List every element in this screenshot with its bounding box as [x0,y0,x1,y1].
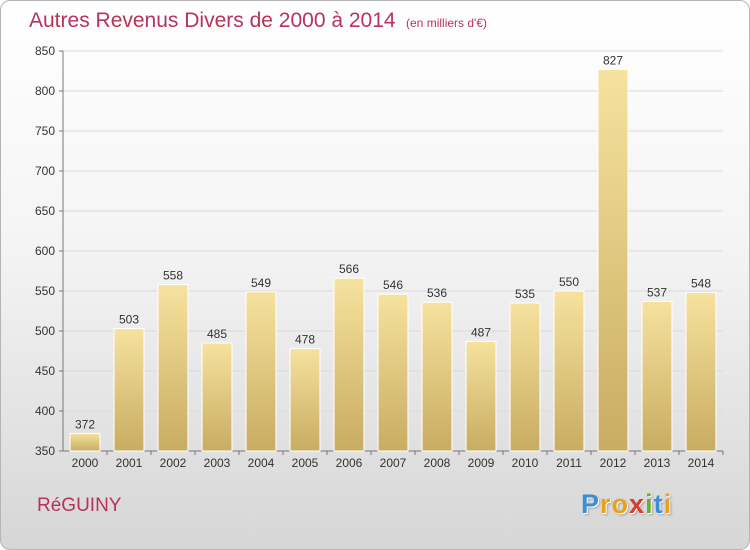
x-tick-label: 2012 [600,456,627,470]
logo-letter: o [611,489,630,519]
labels: 350 400 450 500 550 600 650 700 750 800 850 372 2000… [35,44,715,470]
y-tick-label: 500 [35,324,55,338]
bar [421,301,453,452]
proxiti-logo: Proxiti [581,489,672,520]
bar [377,293,409,452]
y-tick-label: 750 [35,124,55,138]
x-tick-label: 2010 [512,456,539,470]
bar [597,68,629,452]
logo-letter: r [600,489,612,519]
data-label: 548 [691,277,711,291]
bar [113,328,145,452]
y-tick-label: 350 [35,444,55,458]
data-label: 503 [119,313,139,327]
data-label: 566 [339,262,359,276]
bar [333,277,365,452]
x-tick-label: 2000 [72,456,99,470]
y-tick-label: 850 [35,44,55,58]
data-label: 478 [295,333,315,347]
bar [553,290,585,452]
bar [685,292,717,452]
chart-unit-text: (en milliers d'€) [406,16,487,30]
bar [289,348,321,452]
y-tick-label: 800 [35,84,55,98]
bar [641,300,673,452]
data-label: 558 [163,269,183,283]
y-tick-label: 700 [35,164,55,178]
x-tick-label: 2009 [468,456,495,470]
data-label: 485 [207,327,227,341]
y-tick-label: 600 [35,244,55,258]
x-tick-label: 2007 [380,456,407,470]
data-label: 487 [471,325,491,339]
y-tick-label: 650 [35,204,55,218]
data-label: 535 [515,287,535,301]
x-tick-label: 2004 [248,456,275,470]
bar [157,284,189,452]
bar [509,302,541,452]
x-tick-label: 2011 [556,456,582,470]
x-tick-label: 2005 [292,456,319,470]
logo-letter: P [581,489,601,519]
y-tick-label: 400 [35,404,55,418]
data-label: 537 [647,285,667,299]
commune-name: RéGUINY [37,495,122,516]
chart-title: Autres Revenus Divers de 2000 à 2014 (en… [29,9,487,33]
chart-title-text: Autres Revenus Divers de 2000 à 2014 [29,9,396,32]
data-label: 372 [75,417,95,431]
x-tick-label: 2006 [336,456,363,470]
logo-letter: i [663,489,673,519]
bars [69,68,717,452]
x-tick-label: 2008 [424,456,451,470]
y-tick-label: 550 [35,284,55,298]
data-label: 546 [383,278,403,292]
x-tick-label: 2014 [688,456,715,470]
data-label: 536 [427,286,447,300]
logo-letter: i [645,489,654,519]
logo-letter: x [629,489,646,519]
bar [245,291,277,452]
y-tick-label: 450 [35,364,55,378]
x-tick-label: 2013 [644,456,671,470]
x-tick-label: 2002 [160,456,187,470]
logo-letter: t [653,489,664,519]
bar [69,432,101,452]
x-tick-label: 2001 [116,456,143,470]
bar [201,342,233,452]
x-tick-label: 2003 [204,456,231,470]
bar [465,340,497,452]
data-label: 827 [603,53,623,67]
data-label: 550 [559,275,579,289]
data-label: 549 [251,276,271,290]
